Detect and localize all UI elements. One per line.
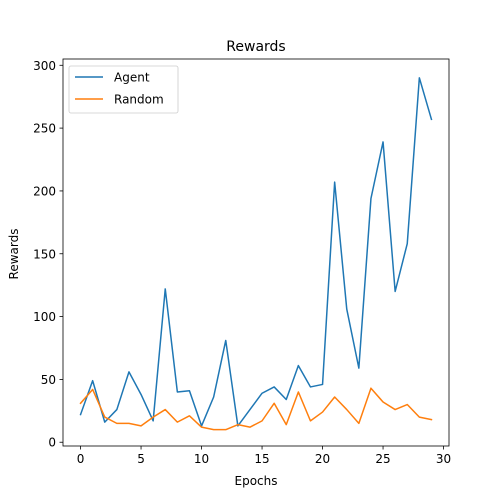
y-axis-label: Rewards xyxy=(7,229,21,280)
y-tick-label: 0 xyxy=(48,436,56,450)
chart-title: Rewards xyxy=(226,39,285,55)
x-tick-label: 30 xyxy=(436,452,451,466)
x-tick-label: 5 xyxy=(137,452,145,466)
legend-label-agent: Agent xyxy=(114,71,150,85)
x-axis-label: Epochs xyxy=(235,474,278,488)
y-tick-label: 250 xyxy=(33,122,56,136)
x-tick-label: 20 xyxy=(315,452,330,466)
x-tick-label: 0 xyxy=(77,452,85,466)
plot-area: 0 5 10 15 20 25 30050100150200250300AgentRando… xyxy=(33,58,451,466)
x-tick-label: 25 xyxy=(375,452,390,466)
x-tick-label: 10 xyxy=(194,452,209,466)
series-line-random xyxy=(79,387,433,431)
y-tick-label: 100 xyxy=(33,310,56,324)
x-tick-label: 15 xyxy=(254,452,269,466)
y-tick-label: 150 xyxy=(33,247,56,261)
legend-label-random: Random xyxy=(114,93,164,107)
y-tick-label: 300 xyxy=(33,59,56,73)
series-line-agent xyxy=(79,77,433,427)
y-tick-label: 50 xyxy=(41,373,56,387)
y-tick-label: 200 xyxy=(33,184,56,198)
axes-frame xyxy=(62,58,450,447)
